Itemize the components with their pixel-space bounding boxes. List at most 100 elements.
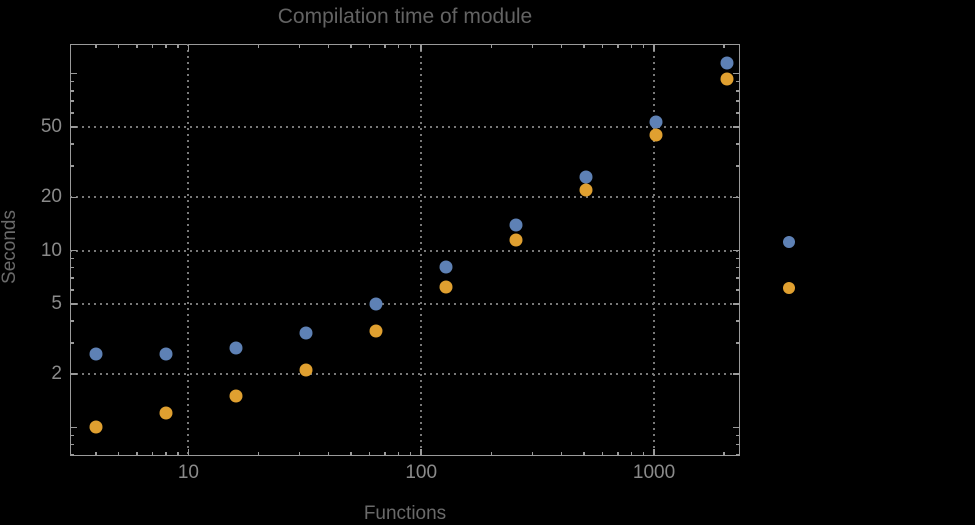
x-tick-minor [177, 452, 179, 456]
y-tick-minor [70, 100, 74, 102]
data-point-series-2 [720, 72, 734, 86]
x-tick-minor [298, 44, 301, 48]
data-point-series-2 [369, 324, 383, 338]
y-tick-major [733, 373, 740, 375]
x-tick-minor [601, 452, 604, 456]
data-point-series-1 [159, 347, 173, 361]
y-tick-minor [736, 277, 740, 279]
y-tick-minor [736, 434, 740, 437]
x-tick-minor [257, 44, 260, 48]
y-tick-major [733, 72, 740, 75]
x-tick-minor [583, 44, 585, 48]
gridline-horizontal [70, 373, 740, 376]
gridline-horizontal [70, 125, 740, 128]
y-tick-minor [70, 277, 74, 279]
y-tick-major [733, 196, 740, 199]
y-tick-minor [736, 454, 740, 456]
data-point-series-1 [299, 326, 313, 340]
x-tick-major [653, 44, 655, 51]
x-tick-minor [151, 44, 154, 48]
y-tick-minor [736, 112, 740, 114]
y-tick-minor [70, 143, 74, 145]
data-point-series-2 [509, 233, 523, 247]
x-tick-minor [560, 452, 563, 456]
y-tick-label: 5 [51, 292, 62, 314]
y-tick-minor [736, 266, 740, 269]
x-tick-minor [630, 44, 633, 48]
x-tick-minor [384, 452, 386, 456]
x-tick-major [420, 44, 422, 51]
data-point-series-1 [649, 115, 663, 129]
x-tick-label: 1000 [632, 462, 676, 483]
y-tick-minor [736, 257, 740, 260]
x-tick-minor [151, 452, 154, 456]
y-tick-label: 50 [40, 115, 62, 137]
x-tick-minor [397, 44, 400, 48]
x-tick-minor [95, 44, 97, 48]
x-tick-minor [298, 452, 301, 456]
x-tick-minor [327, 44, 330, 48]
x-tick-minor [531, 452, 534, 456]
y-tick-minor [70, 342, 74, 344]
data-point-series-2 [649, 128, 663, 142]
y-tick-label: 10 [40, 239, 62, 261]
x-tick-minor [617, 44, 619, 48]
data-point-series-1 [229, 341, 243, 355]
y-tick-minor [70, 112, 74, 114]
x-tick-minor [136, 452, 138, 456]
x-tick-minor [327, 452, 330, 456]
x-tick-minor [531, 44, 534, 48]
y-tick-major [70, 72, 77, 75]
y-tick-minor [70, 434, 74, 437]
y-tick-minor [736, 100, 740, 102]
y-tick-minor [70, 257, 74, 260]
data-point-series-1 [579, 170, 593, 184]
y-tick-minor [736, 320, 740, 322]
y-tick-minor [70, 80, 74, 83]
y-tick-major [733, 126, 740, 128]
plot-area [70, 44, 740, 456]
y-tick-minor [736, 443, 740, 446]
y-tick-major [70, 126, 77, 128]
x-tick-label: 10 [177, 462, 199, 483]
data-point-series-2 [159, 406, 173, 420]
x-tick-major [420, 449, 422, 456]
y-tick-minor [736, 289, 740, 291]
x-tick-major [187, 44, 190, 51]
x-tick-minor [642, 44, 645, 48]
y-tick-minor [736, 165, 740, 167]
x-tick-minor [117, 44, 120, 48]
y-tick-minor [736, 90, 740, 92]
y-tick-major [70, 196, 77, 199]
x-tick-minor [136, 44, 138, 48]
y-tick-major [70, 373, 77, 375]
gridline-horizontal [70, 249, 740, 252]
y-tick-major [733, 303, 740, 305]
gridline-horizontal [70, 302, 740, 305]
y-tick-minor [70, 289, 74, 291]
data-point-series-1 [369, 297, 383, 311]
y-tick-major [733, 426, 740, 429]
y-tick-minor [70, 165, 74, 167]
y-tick-major [70, 426, 77, 429]
data-point-series-1 [720, 56, 734, 70]
x-tick-minor [642, 452, 645, 456]
data-point-series-2 [89, 420, 103, 434]
data-point-series-1 [89, 347, 103, 361]
y-tick-minor [70, 443, 74, 446]
data-point-series-2 [579, 183, 593, 197]
x-tick-minor [601, 44, 604, 48]
x-tick-minor [630, 452, 633, 456]
legend-marker-series-1 [783, 236, 795, 248]
legend-marker-series-2 [783, 282, 795, 294]
x-tick-minor [490, 452, 493, 456]
y-tick-minor [70, 90, 74, 92]
data-point-series-1 [509, 218, 523, 232]
data-point-series-1 [439, 260, 453, 274]
x-tick-minor [397, 452, 400, 456]
x-tick-major [187, 449, 190, 456]
x-tick-minor [583, 452, 585, 456]
x-tick-minor [560, 44, 563, 48]
y-tick-major [70, 303, 77, 305]
